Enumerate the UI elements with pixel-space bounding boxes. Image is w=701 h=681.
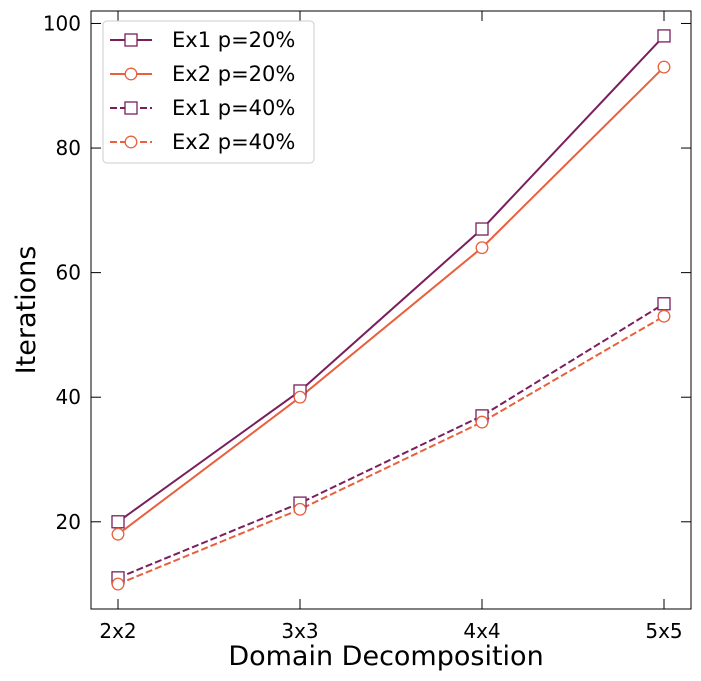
y-tick-label: 40 bbox=[56, 385, 81, 409]
series-line-2 bbox=[117, 66, 665, 536]
plot-frame bbox=[90, 10, 692, 610]
x-tick-label: 4x4 bbox=[463, 619, 500, 643]
legend-marker bbox=[124, 101, 138, 115]
data-point bbox=[475, 415, 489, 429]
data-point bbox=[293, 390, 307, 404]
legend-label: Ex2 p=40% bbox=[172, 130, 295, 154]
y-axis-title: Iterations bbox=[11, 246, 42, 375]
data-point bbox=[293, 502, 307, 516]
legend: Ex1 p=20% Ex2 p=20% Ex1 p=40% Ex2 p=40% bbox=[102, 20, 315, 164]
data-point bbox=[657, 309, 671, 323]
series-line-1 bbox=[117, 35, 665, 523]
series-line-4 bbox=[117, 315, 665, 586]
legend-label: Ex1 p=40% bbox=[172, 96, 295, 120]
x-axis-title: Domain Decomposition bbox=[228, 641, 543, 672]
x-tick-label: 3x3 bbox=[281, 619, 318, 643]
legend-label: Ex2 p=20% bbox=[172, 62, 295, 86]
legend-frame bbox=[102, 20, 315, 164]
x-tick-label: 2x2 bbox=[99, 619, 136, 643]
data-point bbox=[475, 241, 489, 255]
data-point bbox=[475, 222, 489, 236]
legend-marker bbox=[124, 135, 138, 149]
legend-label: Ex1 p=20% bbox=[172, 28, 295, 52]
y-tick-label: 60 bbox=[56, 261, 81, 285]
y-tick-label: 20 bbox=[56, 510, 81, 534]
data-point bbox=[657, 297, 671, 311]
data-point bbox=[657, 60, 671, 74]
data-point bbox=[111, 577, 125, 591]
legend-marker bbox=[124, 67, 138, 81]
x-tick-label: 5x5 bbox=[645, 619, 682, 643]
y-tick-label: 100 bbox=[43, 11, 81, 35]
data-point bbox=[111, 515, 125, 529]
series-line-3 bbox=[117, 302, 665, 579]
data-point bbox=[111, 527, 125, 541]
legend-marker bbox=[124, 33, 138, 47]
y-tick-label: 80 bbox=[56, 136, 81, 160]
data-point bbox=[657, 29, 671, 43]
